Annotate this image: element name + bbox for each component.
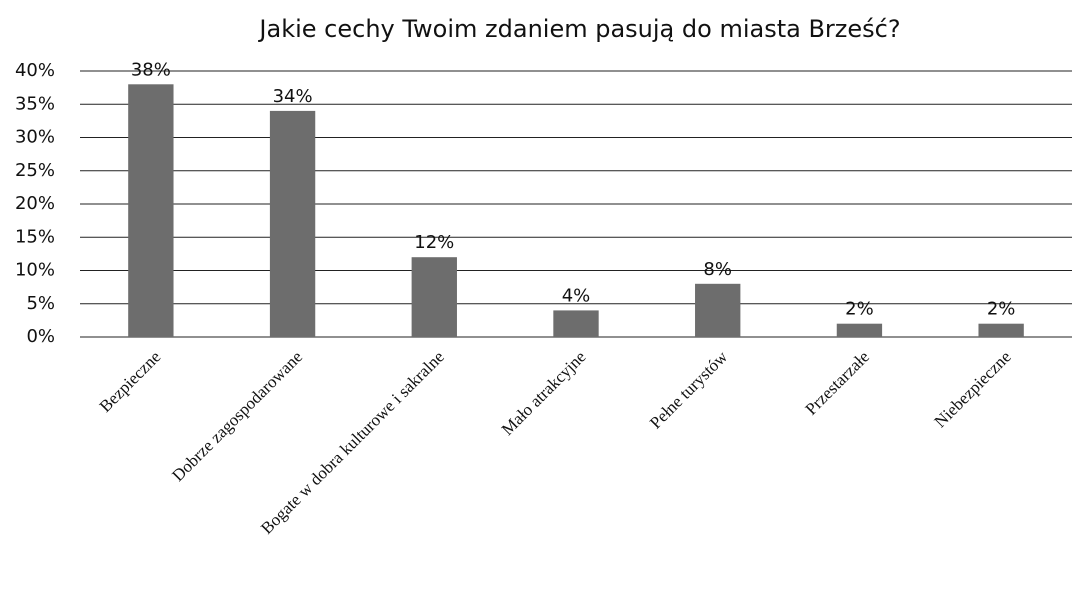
x-tick-label: Niebezpieczne	[931, 347, 1015, 431]
y-tick-label: 25%	[15, 160, 55, 181]
bar	[128, 84, 174, 337]
data-label: 38%	[131, 59, 171, 80]
data-label: 12%	[414, 232, 454, 253]
y-tick-label: 15%	[15, 226, 55, 247]
data-label: 34%	[273, 86, 313, 107]
x-tick-label: Pełne turystów	[646, 347, 732, 433]
data-label: 4%	[562, 285, 591, 306]
bar	[836, 323, 883, 337]
bar	[411, 257, 457, 337]
y-tick-label: 0%	[26, 326, 55, 347]
y-tick-label: 20%	[15, 193, 55, 214]
y-tick-label: 35%	[15, 93, 55, 114]
bar	[553, 310, 599, 337]
y-tick-label: 30%	[15, 127, 55, 148]
x-tick-label: Dobrze zagospodarowane	[168, 347, 306, 485]
bar	[695, 283, 741, 337]
y-tick-label: 5%	[26, 293, 55, 314]
y-tick-label: 10%	[15, 260, 55, 281]
bar	[978, 323, 1024, 337]
y-tick-label: 40%	[15, 60, 55, 81]
data-label: 8%	[703, 259, 732, 280]
bar	[269, 110, 316, 338]
x-tick-label: Mało atrakcyjne	[498, 347, 590, 439]
data-label: 2%	[845, 299, 874, 320]
x-tick-label: Przestarzałe	[802, 347, 874, 419]
x-tick-label: Bezpieczne	[96, 347, 165, 416]
chart-title: Jakie cechy Twoim zdaniem pasują do mias…	[257, 15, 900, 43]
data-label: 2%	[987, 299, 1016, 320]
